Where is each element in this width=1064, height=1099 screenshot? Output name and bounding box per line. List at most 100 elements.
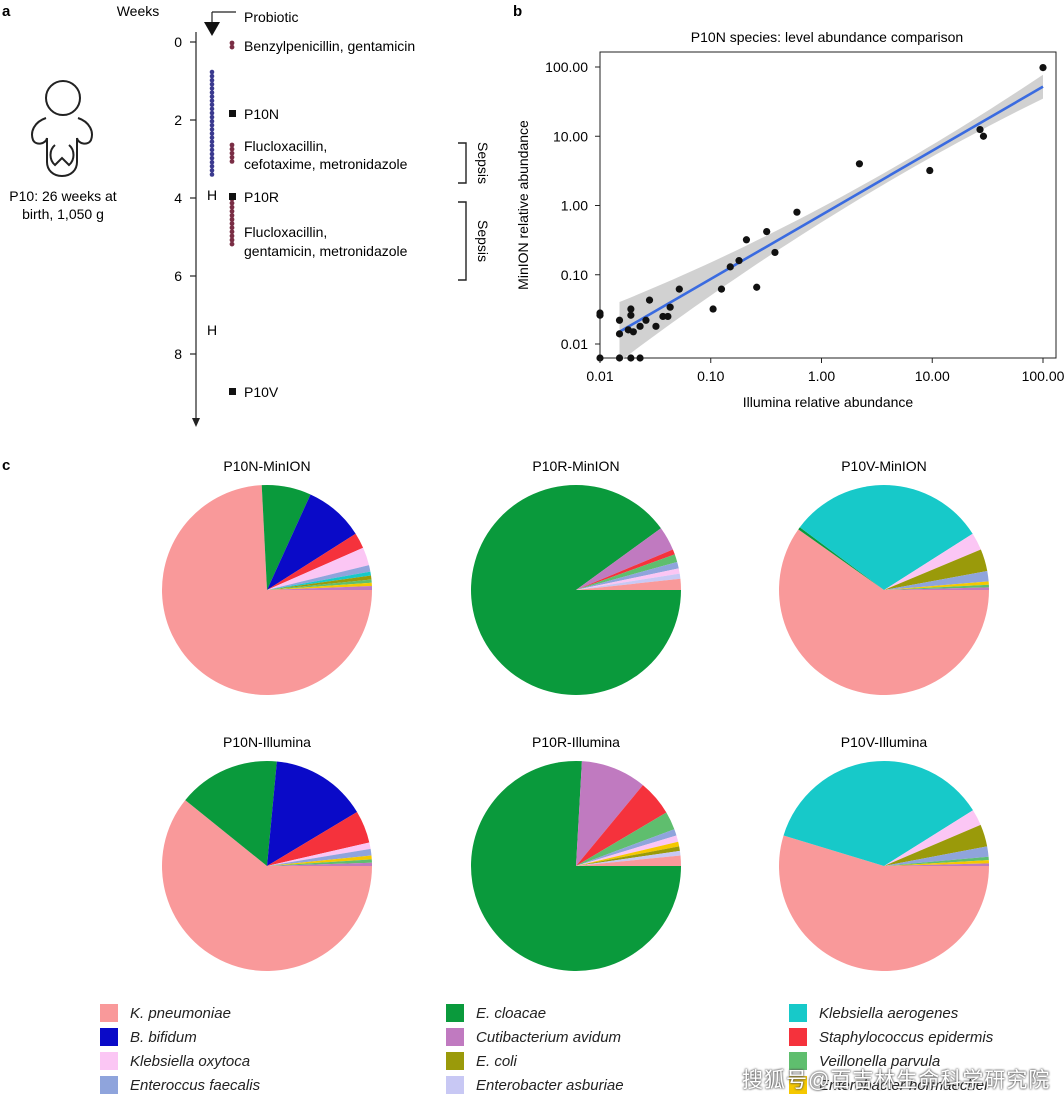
legend-swatch	[100, 1004, 118, 1022]
probiotic-dose-dot	[209, 110, 215, 116]
scatter-point	[926, 166, 934, 175]
sample-marker-p10n	[229, 110, 236, 117]
scatter-point	[615, 316, 624, 324]
timeline-ticks: 0 2 4 6 8	[174, 34, 196, 362]
pie-slice	[884, 584, 989, 590]
figure-canvas: a P10: 26 weeks at birth, 1,050 g Weeks …	[2, 3, 1064, 972]
legend-item: Enterobacter asburiae	[446, 1076, 624, 1094]
scatter-point	[1039, 64, 1047, 72]
probiotic-dose-dot	[209, 159, 215, 165]
sample-label-p10r: P10R	[244, 189, 279, 205]
timeline-tick-label: 8	[174, 346, 182, 362]
pie-slice	[576, 528, 673, 590]
legend-label: Enterobacter asburiae	[476, 1076, 624, 1094]
pie-slice	[161, 800, 372, 971]
pie-slice	[267, 586, 373, 590]
timeline-tick-label: 4	[174, 190, 182, 206]
scatter-point	[629, 328, 637, 336]
pie-slice	[267, 494, 356, 590]
pie-slice	[884, 846, 989, 866]
legend-item: Klebsiella oxytoca	[100, 1052, 250, 1070]
legend-label: Staphylococcus epidermis	[819, 1028, 994, 1046]
pie-title: P10R-Illumina	[532, 734, 620, 750]
pie-slice	[884, 570, 989, 590]
y-tick-label: 10.00	[553, 128, 588, 144]
probiotic-doses	[209, 69, 215, 177]
scatter-point	[627, 354, 635, 362]
hospital-mark-2: H	[207, 322, 217, 338]
pie-title: P10R-MinION	[532, 458, 619, 474]
scatter-point	[675, 285, 683, 293]
pie-chart: P10N-MinION	[162, 458, 373, 695]
pie-slice	[267, 579, 372, 590]
scatter-point	[763, 227, 771, 236]
timeline-tick-label: 2	[174, 112, 182, 128]
antibiotic-dose-dot	[229, 159, 235, 164]
legend-swatch	[100, 1052, 118, 1070]
legend-item: K. pneumoniae	[100, 1004, 231, 1022]
scatter-points	[596, 64, 1047, 362]
regression-confidence-band	[619, 74, 1043, 362]
antibiotic-dose-dot	[229, 154, 235, 160]
legend-item: Enteroccus faecalis	[100, 1076, 260, 1094]
probiotic-dose-dot	[209, 98, 215, 103]
antibiotic-dose-dot	[229, 233, 235, 239]
pie-slice	[267, 859, 372, 866]
scatter-point	[717, 285, 726, 293]
probiotic-bracket	[211, 11, 236, 22]
panel-c: c P10N-MinION P10R-MinION P10V-MinIONP10N-…	[2, 457, 990, 972]
scatter-point	[615, 330, 624, 338]
antibiotic-course-3-line1: Flucloxacillin,	[244, 224, 327, 240]
pie-slice	[267, 582, 372, 590]
pie-slice	[185, 761, 277, 866]
probiotic-dose-dot	[209, 164, 215, 169]
antibiotic-dose-dot	[229, 40, 235, 46]
pie-slice	[267, 811, 370, 866]
probiotic-dose-dot	[209, 131, 215, 136]
scatter-point	[726, 263, 734, 271]
y-tick-label: 1.00	[561, 198, 588, 214]
scatter-point	[735, 257, 743, 265]
pie-slice	[576, 549, 675, 590]
legend-swatch	[446, 1076, 464, 1094]
timeline-arrow	[192, 418, 200, 427]
scatter-point	[652, 322, 660, 330]
probiotic-dose-dot	[209, 102, 215, 108]
legend-label: E. cloacae	[476, 1004, 547, 1022]
hospital-mark-1: H	[207, 187, 217, 203]
probiotic-dose-dot	[209, 90, 215, 95]
x-tick-label: 0.01	[586, 368, 613, 384]
scatter-point	[627, 305, 635, 313]
pie-slice	[576, 850, 681, 866]
legend-label: Veillonella parvula	[819, 1052, 941, 1070]
legend-label: Klebsiella aerogenes	[819, 1004, 959, 1022]
pie-slice	[267, 575, 372, 590]
antibiotic-course-1: Benzylpenicillin, gentamicin	[244, 38, 415, 54]
legend-item: Staphylococcus epidermis	[789, 1028, 993, 1046]
scatter-x-ticks: 0.01 0.10 1.00 10.00 100.00	[586, 358, 1064, 384]
pie-chart: P10V-Illumina	[779, 734, 990, 972]
pie-chart: P10R-MinION	[471, 458, 681, 695]
legend-item: Cutibacterium avidum	[446, 1028, 621, 1046]
scatter-point	[636, 322, 644, 330]
pie-slice	[267, 571, 371, 590]
legend-item: E. cloacae	[446, 1004, 546, 1022]
legend-swatch	[100, 1028, 118, 1046]
scatter-y-ticks: 0.01 0.10 1.00 10.00 100.00	[545, 59, 600, 352]
probiotic-dose-dot	[209, 155, 215, 161]
legend-item: Veillonella parvula	[789, 1052, 940, 1070]
scatter-x-label: Illumina relative abundance	[743, 394, 914, 410]
pie-slice	[162, 485, 372, 695]
probiotic-dose-dot	[209, 151, 215, 157]
pie-slice	[783, 761, 974, 866]
weeks-axis-title: Weeks	[117, 3, 160, 19]
panel-c-label: c	[2, 457, 10, 474]
pie-slice	[267, 862, 372, 866]
sample-marker-p10v	[229, 388, 236, 395]
scatter-point	[976, 125, 984, 134]
probiotic-dose-dot	[209, 77, 215, 83]
pie-title: P10V-MinION	[841, 458, 927, 474]
probiotic-dose-dot	[209, 123, 215, 128]
probiotic-label: Probiotic	[244, 9, 298, 25]
pie-slice	[267, 533, 364, 590]
